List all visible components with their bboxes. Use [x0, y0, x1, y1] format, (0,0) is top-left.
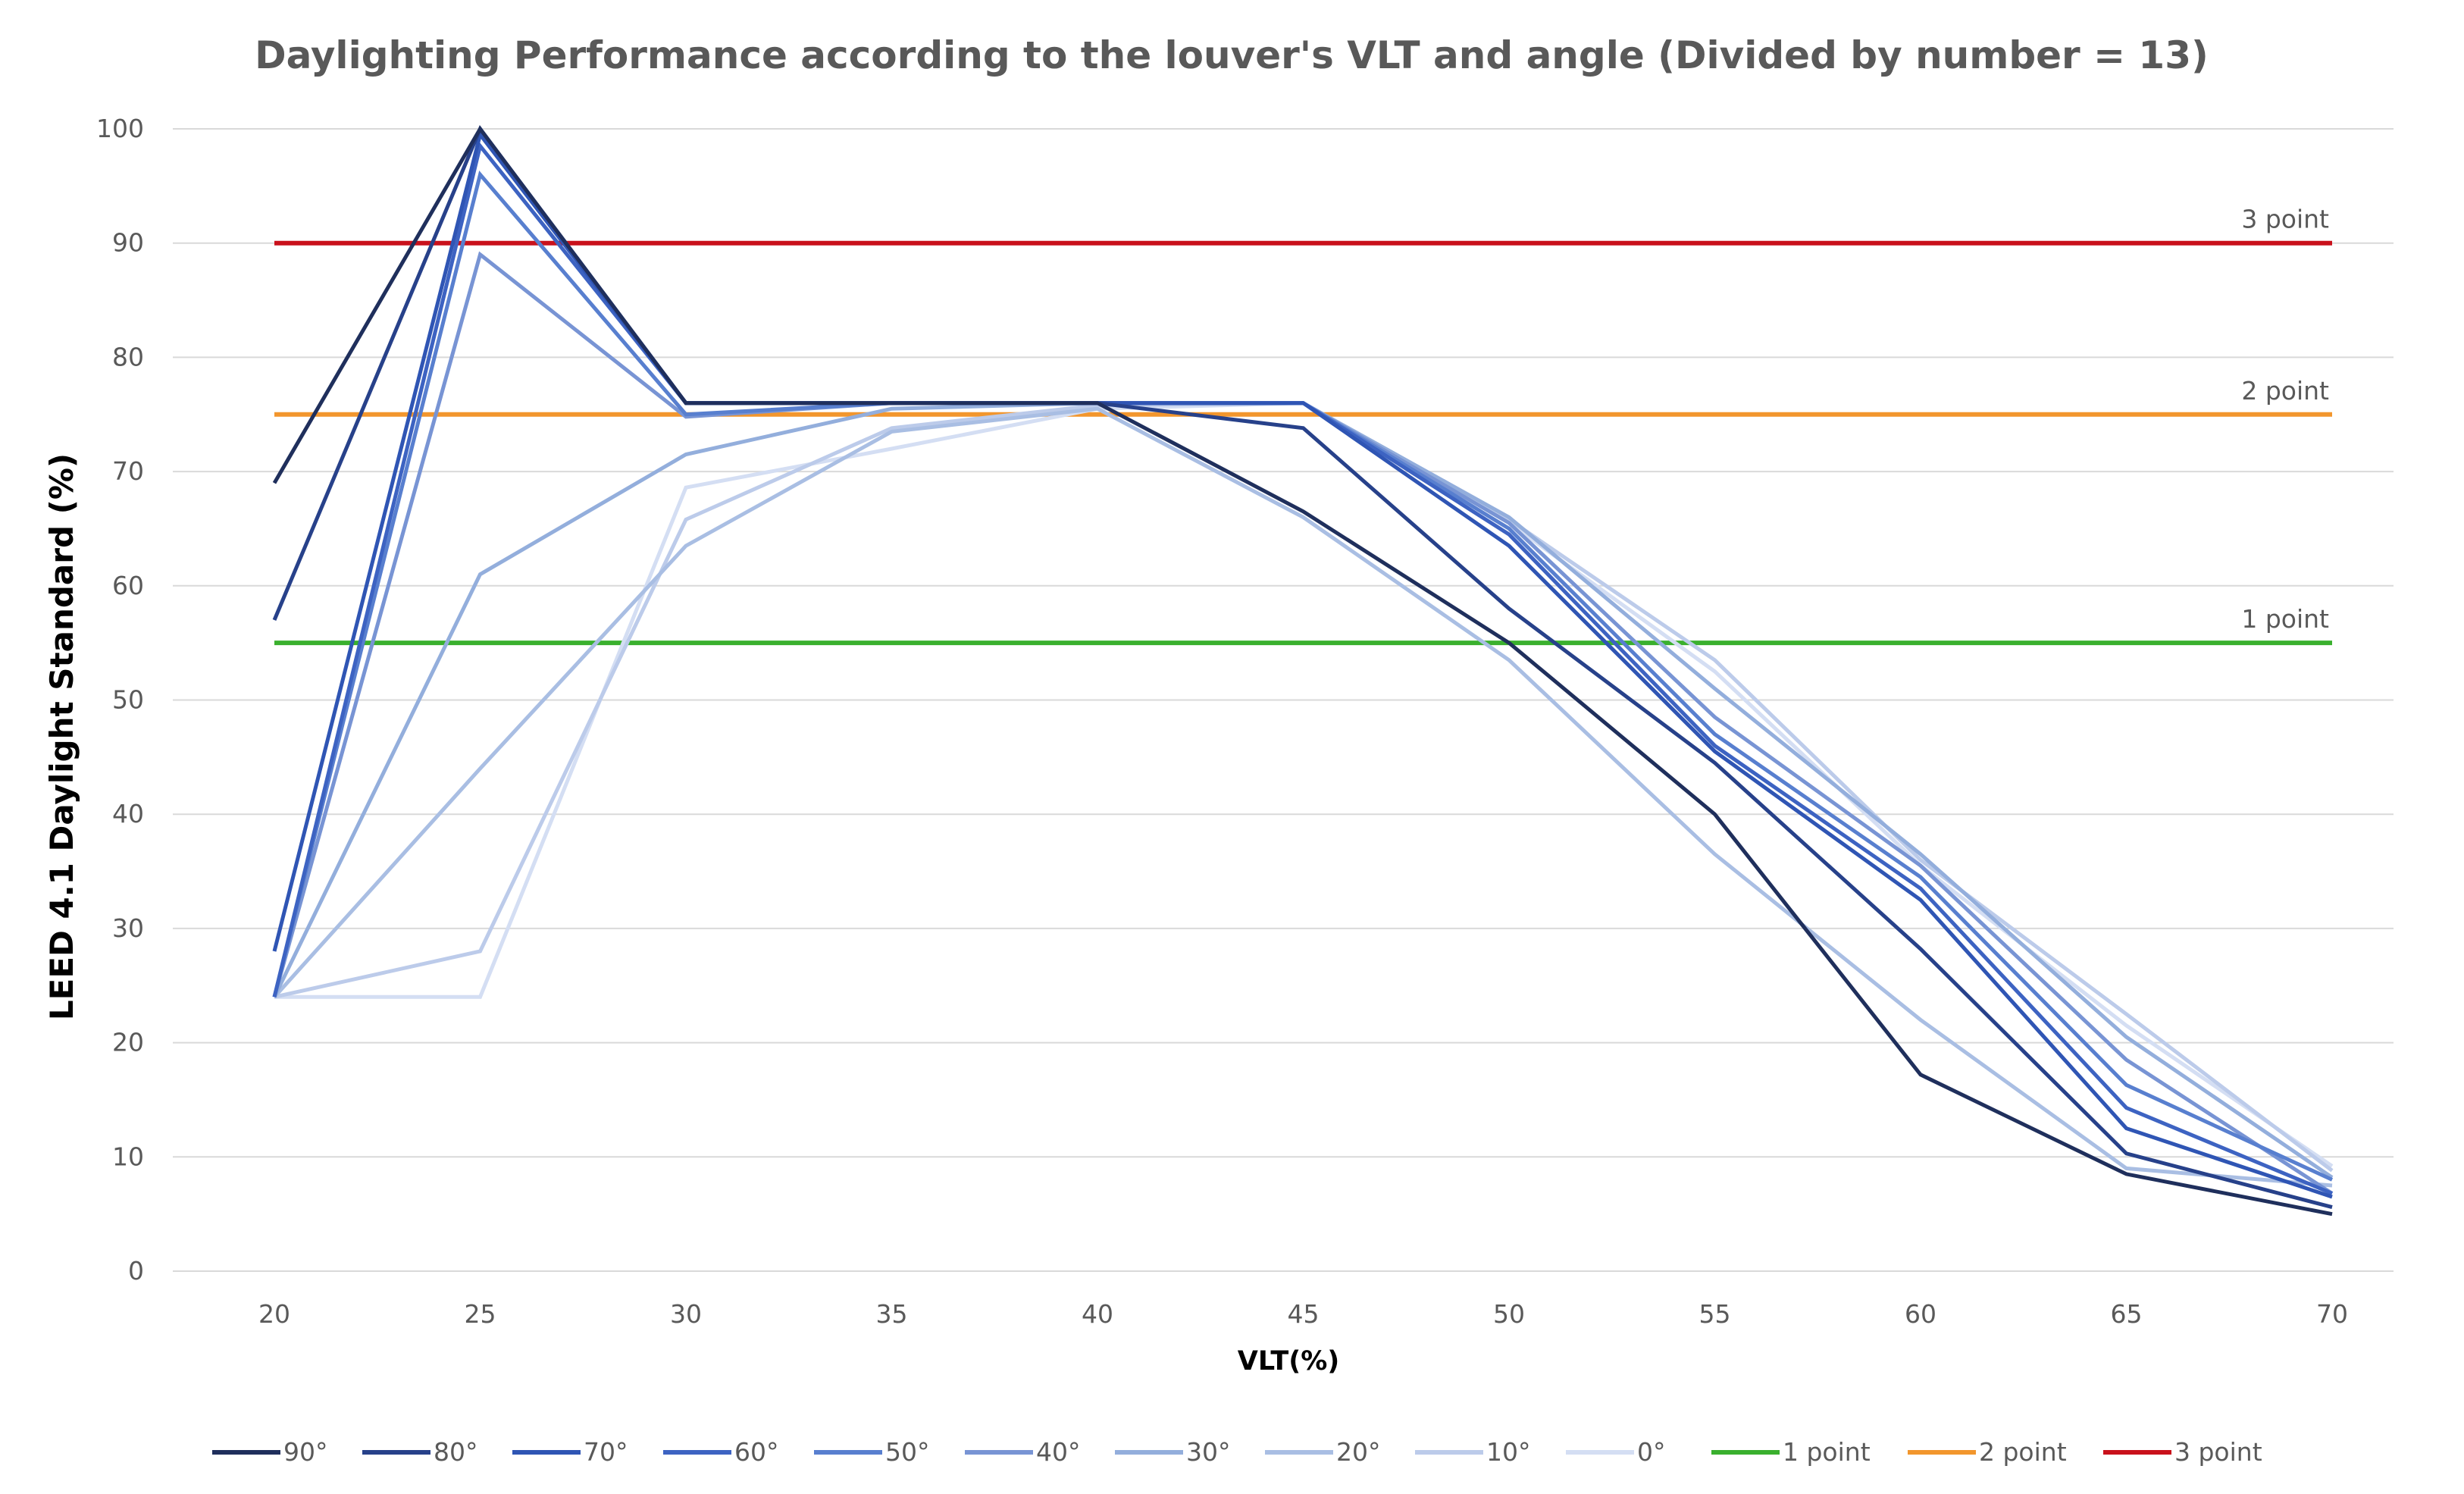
x-tick-label: 30	[670, 1299, 702, 1329]
legend-label: 60°	[734, 1437, 779, 1467]
y-tick-label: 30	[112, 913, 144, 943]
legend-label: 20°	[1336, 1437, 1381, 1467]
y-tick-label: 20	[112, 1028, 144, 1057]
x-tick-label: 35	[876, 1299, 908, 1329]
y-tick-label: 80	[112, 342, 144, 371]
x-tick-label: 50	[1493, 1299, 1525, 1329]
x-tick-label: 20	[258, 1299, 290, 1329]
x-tick-labels: 20 25 30 35 40 45 50 55 60 65 70	[258, 1299, 2348, 1329]
y-tick-label: 100	[96, 114, 144, 143]
legend-label: 3 point	[2174, 1437, 2262, 1467]
y-tick-label: 60	[112, 571, 144, 600]
gridlines	[173, 128, 2394, 1272]
y-tick-label: 50	[112, 685, 144, 715]
reference-label: 1 point	[2241, 604, 2329, 634]
reference-label: 3 point	[2241, 205, 2329, 234]
series-line-50deg	[272, 171, 2334, 1182]
y-tick-labels: 0 10 20 30 40 50 60 70 80 90 100	[96, 114, 144, 1286]
series-line-20deg	[273, 406, 2333, 1188]
legend-label: 30°	[1186, 1437, 1231, 1467]
y-axis-title: LEED 4.1 Daylight Standard (%)	[43, 453, 80, 1020]
x-axis-title: VLT(%)	[1238, 1346, 1340, 1377]
legend-label: 0°	[1637, 1437, 1666, 1467]
y-tick-label: 0	[128, 1256, 144, 1286]
x-tick-label: 40	[1082, 1299, 1113, 1329]
legend-label: 90°	[283, 1437, 328, 1467]
chart-title: Daylighting Performance according to the…	[255, 33, 2209, 77]
x-tick-label: 60	[1905, 1299, 1936, 1329]
x-tick-label: 45	[1288, 1299, 1320, 1329]
y-tick-label: 40	[112, 799, 144, 828]
legend-label: 50°	[885, 1437, 930, 1467]
legend-label: 70°	[584, 1437, 628, 1467]
y-tick-label: 10	[112, 1142, 144, 1171]
series-line-90deg	[272, 125, 2333, 1217]
y-tick-label: 70	[112, 456, 144, 486]
x-tick-label: 70	[2316, 1299, 2348, 1329]
reference-label: 2 point	[2241, 376, 2329, 406]
x-tick-label: 65	[2111, 1299, 2143, 1329]
x-tick-label: 25	[465, 1299, 496, 1329]
legend-label: 40°	[1036, 1437, 1081, 1467]
reference-lines: 1 point 2 point 3 point	[274, 205, 2332, 646]
legend-label: 10°	[1486, 1437, 1531, 1467]
series-line-60deg	[272, 142, 2333, 1195]
legend-label: 80°	[434, 1437, 478, 1467]
legend: 90° 80° 70° 60° 50° 40° 30° 20° 10° 0° 1 point 2 po…	[212, 1437, 2262, 1467]
series-line-80deg	[272, 125, 2333, 1210]
legend-label: 2 point	[1979, 1437, 2067, 1467]
series-lines	[272, 125, 2334, 1217]
legend-label: 1 point	[1783, 1437, 1871, 1467]
x-tick-label: 55	[1699, 1299, 1731, 1329]
y-tick-label: 90	[112, 228, 144, 258]
